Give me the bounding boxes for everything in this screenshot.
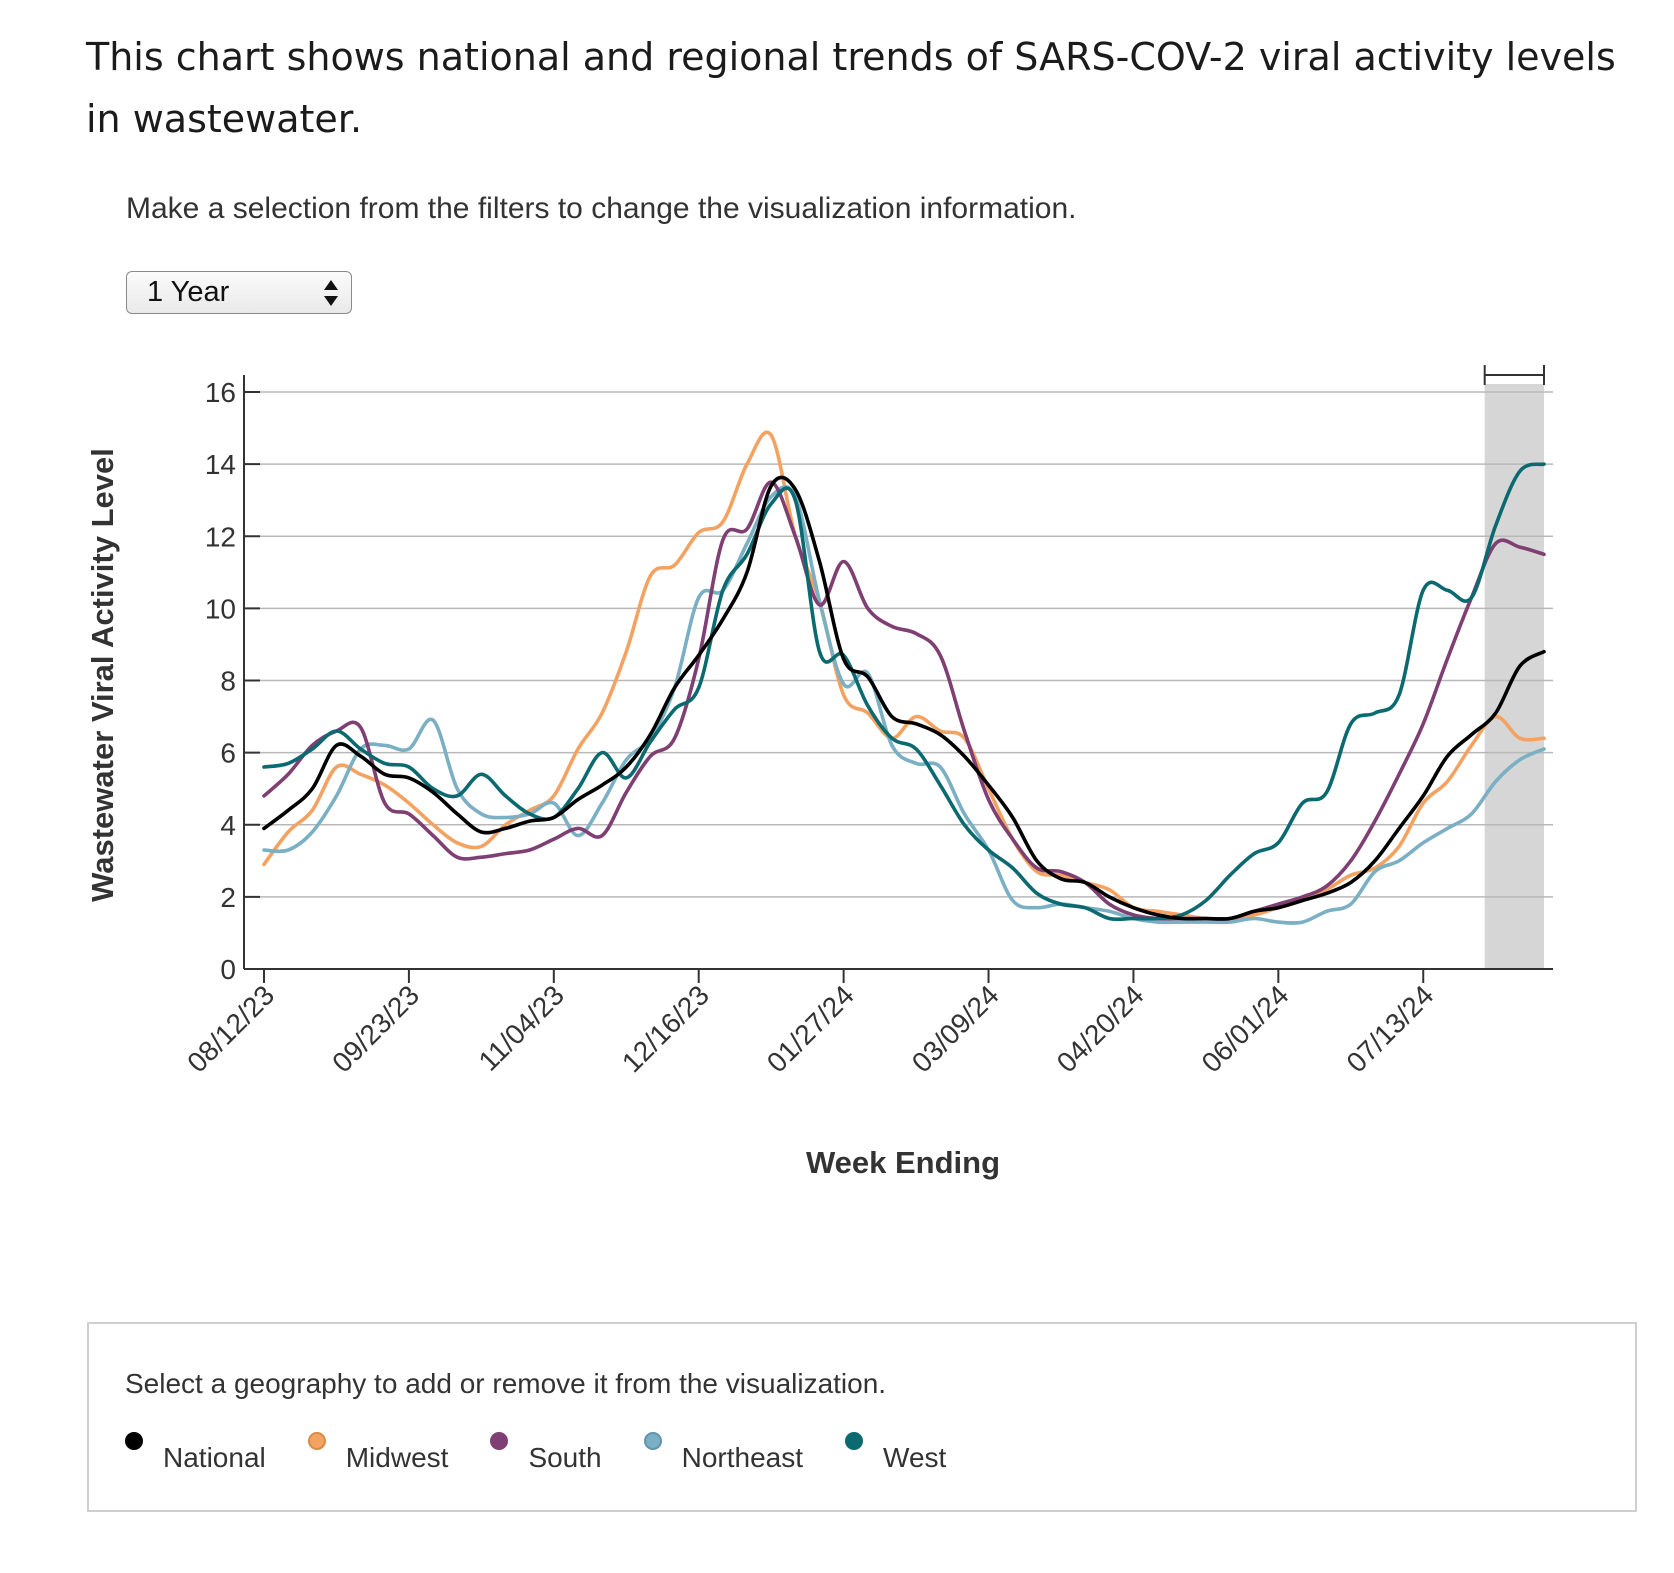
time-range-select[interactable]: 1 Year xyxy=(126,271,352,314)
legend-dot-icon xyxy=(125,1432,143,1450)
provisional-period-region xyxy=(1483,365,1545,969)
wastewater-line-chart: 0 2 4 6 8 10 12 14 16 08/12/23 09/23/23 11/04/23 12/… xyxy=(85,365,1553,1180)
x-tick-label: 04/20/24 xyxy=(1051,979,1150,1078)
legend-instructions: Select a geography to add or remove it f… xyxy=(125,1368,887,1399)
legend-item-west[interactable]: West xyxy=(845,1428,946,1474)
x-tick-label: 08/12/23 xyxy=(181,979,280,1078)
intro-text: This chart shows national and regional t… xyxy=(86,35,1616,141)
y-tick-label: 6 xyxy=(220,738,236,769)
y-tick-label: 16 xyxy=(205,377,236,408)
x-axis-label: Week Ending xyxy=(806,1145,1000,1180)
legend-label: Northeast xyxy=(681,1442,804,1473)
chart-axes: 0 2 4 6 8 10 12 14 16 08/12/23 09/23/23 11/04/23 12/… xyxy=(181,375,1553,1078)
series-line-northeast[interactable] xyxy=(262,485,1546,925)
x-tick-label: 03/09/24 xyxy=(906,979,1005,1078)
y-tick-label: 14 xyxy=(205,449,236,480)
y-tick-label: 12 xyxy=(205,521,236,552)
x-tick-label: 06/01/24 xyxy=(1196,979,1295,1078)
series-line-south[interactable] xyxy=(262,480,1546,921)
y-tick-label: 0 xyxy=(220,954,236,985)
y-axis-label: Wastewater Viral Activity Level xyxy=(85,448,120,902)
y-tick-label: 4 xyxy=(220,810,236,841)
legend-item-midwest[interactable]: Midwest xyxy=(307,1428,449,1474)
chart-series-lines xyxy=(262,430,1546,925)
x-tick-label: 11/04/23 xyxy=(473,979,571,1077)
series-line-midwest[interactable] xyxy=(262,430,1546,921)
x-tick-label: 07/13/24 xyxy=(1340,979,1439,1078)
legend-label: South xyxy=(528,1442,602,1473)
legend-item-national[interactable]: National xyxy=(125,1428,266,1474)
x-tick-label: 01/27/24 xyxy=(761,979,860,1078)
legend-label: Midwest xyxy=(345,1442,449,1473)
series-line-national[interactable] xyxy=(262,475,1546,921)
legend-dot-icon xyxy=(845,1432,864,1450)
provisional-bracket-icon xyxy=(1483,365,1545,385)
x-tick-label: 09/23/23 xyxy=(326,979,425,1078)
legend-item-northeast[interactable]: Northeast xyxy=(643,1428,804,1474)
x-tick-label: 12/16/23 xyxy=(616,979,715,1078)
chart-gridlines xyxy=(244,391,1553,898)
legend-label: West xyxy=(883,1442,947,1473)
select-updown-icon xyxy=(324,280,338,306)
series-line-west[interactable] xyxy=(262,462,1546,922)
y-tick-label: 2 xyxy=(220,882,236,913)
legend-dot-icon xyxy=(490,1432,509,1450)
legend-dot-icon xyxy=(307,1432,326,1450)
legend-label: National xyxy=(163,1442,266,1473)
geography-legend: Select a geography to add or remove it f… xyxy=(87,1322,1637,1512)
y-tick-label: 10 xyxy=(205,593,236,624)
time-range-selected-value: 1 Year xyxy=(147,276,230,308)
legend-dot-icon xyxy=(643,1432,662,1450)
y-tick-label: 8 xyxy=(220,666,236,697)
filter-instructions: Make a selection from the filters to cha… xyxy=(126,192,1077,225)
legend-item-south[interactable]: South xyxy=(490,1428,602,1474)
